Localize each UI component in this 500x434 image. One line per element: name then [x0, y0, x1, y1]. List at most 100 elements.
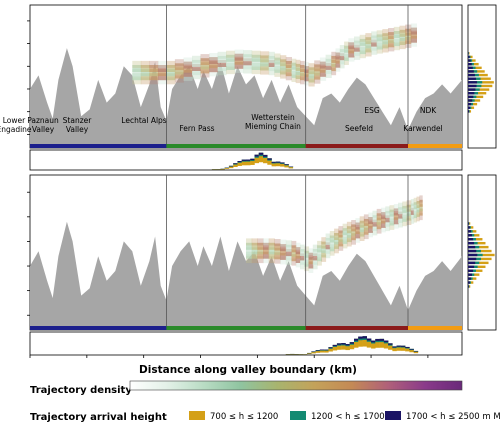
density-cell — [360, 216, 365, 223]
place-label: ESG — [364, 106, 379, 115]
density-cell — [192, 56, 201, 63]
x-axis-label: Distance along valley boundary (km) — [139, 364, 357, 376]
place-label: Wetterstein — [251, 113, 295, 122]
density-cell — [201, 54, 210, 61]
density-cell — [336, 48, 341, 55]
arrival-bar-high — [401, 346, 405, 347]
legend-label-low: 700 ≤ h ≤ 1200 — [210, 412, 278, 422]
arrival-legend: Trajectory arrival height 700 ≤ h ≤ 1200… — [30, 411, 500, 423]
arrival-bar-high — [371, 341, 375, 343]
arrival-bar-high — [375, 339, 379, 341]
density-cell — [364, 214, 369, 221]
arrival-bar-high — [272, 162, 276, 163]
profile-bar-high — [468, 277, 471, 279]
vertical-profile-frame — [468, 175, 496, 330]
place-label: Engadine — [0, 125, 32, 134]
density-cell — [252, 51, 261, 58]
profile-bar-high — [468, 246, 475, 248]
density-cell — [280, 240, 286, 247]
vertical-profile-frame — [468, 5, 496, 148]
section-bar — [306, 326, 408, 330]
arrival-bar-high — [316, 350, 320, 351]
arrival-bar-high — [229, 166, 233, 167]
place-label: Mieming Chain — [245, 122, 301, 131]
profile-bar-high — [468, 285, 469, 287]
density-cell — [419, 195, 422, 202]
density-cell — [269, 52, 275, 59]
arrival-bar-high — [345, 344, 349, 345]
density-cell — [175, 59, 184, 66]
colorbar: Trajectory density — [30, 381, 462, 396]
density-cell — [411, 24, 417, 31]
profile-bar-high — [468, 107, 470, 109]
arrival-histogram-frame — [30, 332, 462, 355]
arrival-legend-title: Trajectory arrival height — [30, 412, 167, 423]
density-cell — [257, 238, 263, 245]
arrival-bar-high — [367, 339, 371, 341]
arrival-bar-high — [358, 337, 362, 339]
profile-bar-high — [468, 74, 475, 76]
section-bar — [30, 144, 166, 148]
density-cell — [382, 29, 388, 36]
arrival-bar-high — [263, 155, 267, 157]
density-cell — [354, 37, 360, 44]
arrival-bar-high — [397, 346, 401, 347]
density-cell — [377, 30, 383, 37]
arrival-bar-high — [284, 164, 288, 165]
density-cell — [368, 213, 373, 220]
profile-bar-high — [468, 281, 470, 283]
profile-bar-high — [468, 226, 470, 228]
density-cell — [334, 229, 339, 236]
profile-bar-high — [468, 103, 471, 105]
density-cell — [263, 238, 269, 245]
density-cell — [184, 58, 193, 65]
profile-bar-high — [468, 81, 477, 83]
density-cell — [400, 26, 406, 33]
place-label: Valley — [66, 125, 89, 134]
arrival-bar-high — [246, 160, 250, 161]
density-cell — [286, 240, 292, 247]
profile-bar-high — [468, 78, 476, 80]
density-cell — [394, 27, 400, 34]
arrival-bar-high — [350, 342, 354, 344]
arrival-bar-high — [276, 162, 280, 163]
density-cell — [141, 61, 150, 68]
place-label: Karwendel — [403, 124, 442, 133]
arrival-bar-high — [337, 343, 341, 344]
density-cell — [407, 200, 412, 207]
density-cell — [304, 62, 309, 69]
density-cell — [158, 61, 167, 68]
legend-swatch-high — [385, 411, 401, 420]
profile-bar-high — [468, 70, 474, 72]
density-cell — [388, 28, 394, 35]
profile-bar-high — [468, 270, 473, 272]
density-cell — [394, 204, 399, 211]
arrival-bar-high — [237, 161, 241, 162]
density-cell — [274, 54, 280, 61]
density-cell — [338, 226, 343, 233]
profile-bar-high — [468, 262, 475, 264]
density-cell — [317, 241, 322, 248]
density-cell — [344, 42, 349, 49]
legend-label-high: 1700 < h ≤ 2500 m MSL — [406, 412, 500, 422]
density-cell — [243, 50, 252, 57]
arrival-bar-high — [388, 343, 392, 344]
density-cell — [348, 38, 354, 45]
arrival-bar-high — [255, 155, 259, 157]
density-cell — [351, 220, 356, 227]
density-cell — [309, 63, 315, 70]
profile-bar-high — [468, 254, 477, 256]
place-label: Fern Pass — [179, 124, 214, 133]
density-cell — [269, 238, 275, 245]
arrival-bar-high — [280, 162, 284, 163]
density-cell — [417, 197, 420, 204]
density-cell — [343, 224, 348, 231]
density-cell — [360, 35, 366, 42]
section-bar — [166, 144, 305, 148]
arrival-bar-high — [354, 339, 358, 341]
density-cell — [381, 208, 386, 215]
panel-b — [27, 175, 496, 355]
profile-bar-high — [468, 63, 472, 65]
density-cell — [331, 52, 336, 59]
